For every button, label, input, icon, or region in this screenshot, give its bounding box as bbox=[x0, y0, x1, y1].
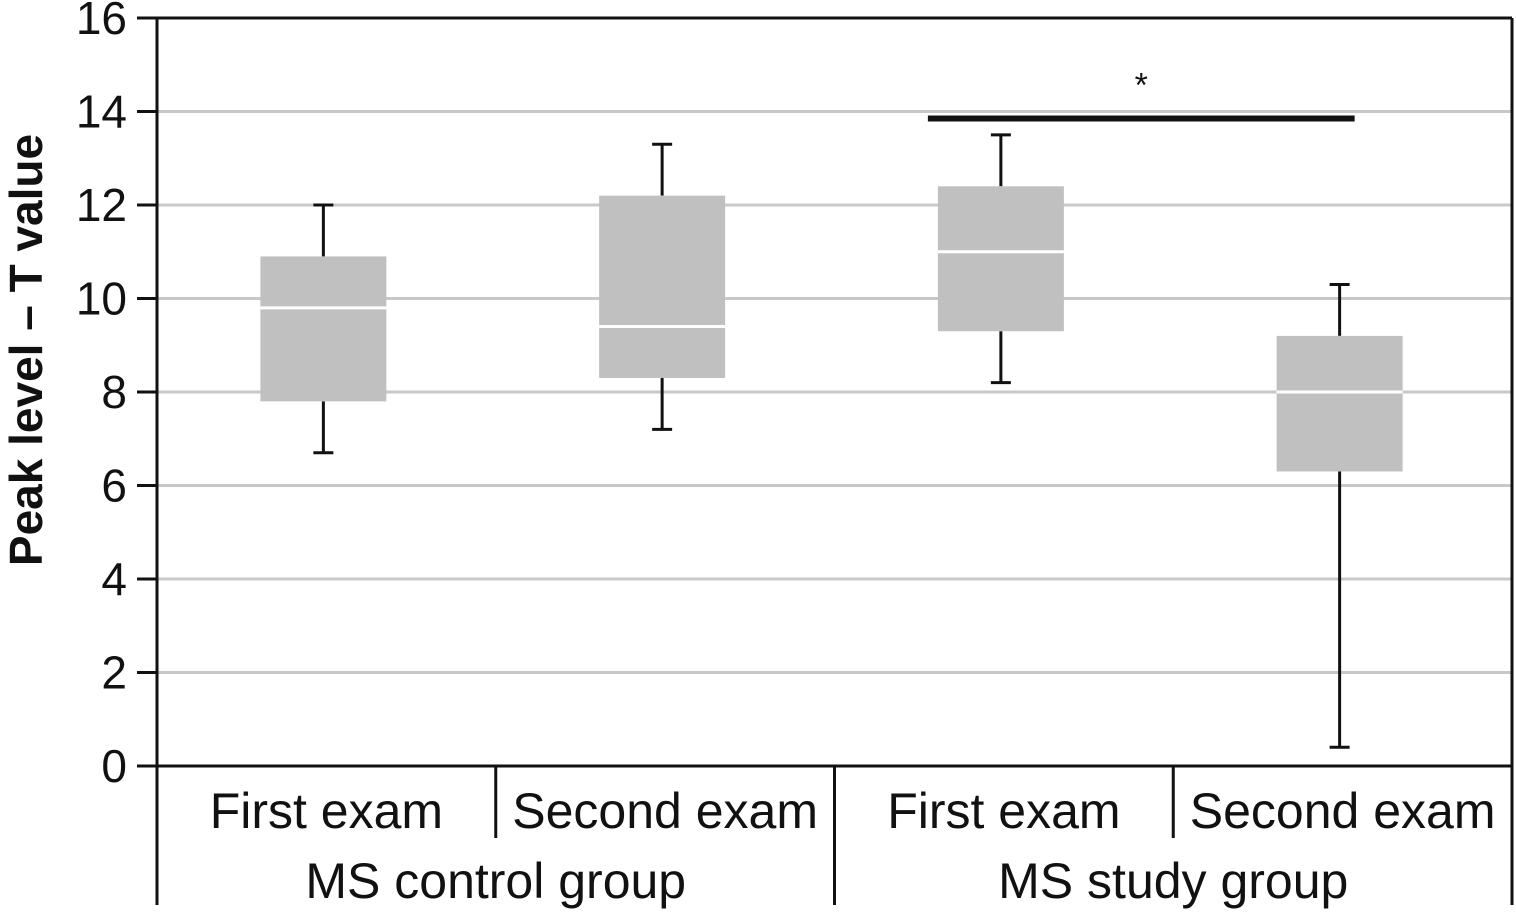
category-label-4: Second exam bbox=[1190, 783, 1496, 839]
category-label-3: First exam bbox=[887, 783, 1120, 839]
ytick-label-0: 0 bbox=[101, 740, 127, 792]
group-label-1: MS control group bbox=[305, 853, 686, 909]
category-label-2: Second exam bbox=[512, 783, 818, 839]
box-iqr bbox=[937, 186, 1064, 332]
box-3 bbox=[937, 133, 1064, 385]
ytick-label-14: 14 bbox=[76, 86, 127, 138]
box-iqr bbox=[1276, 335, 1403, 472]
ytick-label-2: 2 bbox=[101, 647, 127, 699]
box-iqr bbox=[599, 195, 726, 378]
ytick-label-16: 16 bbox=[76, 0, 127, 44]
ytick-label-8: 8 bbox=[101, 366, 127, 418]
box-1 bbox=[260, 203, 387, 455]
box-iqr bbox=[260, 256, 387, 402]
x-axis-categories: First exam Second exam First exam Second ex… bbox=[210, 783, 1496, 909]
category-label-1: First exam bbox=[210, 783, 443, 839]
box-4 bbox=[1276, 282, 1403, 749]
significance-marker-1: * bbox=[1135, 67, 1148, 105]
annotations: * bbox=[927, 67, 1355, 122]
ytick-label-10: 10 bbox=[76, 273, 127, 325]
y-axis-title: Peak level – T value bbox=[0, 134, 52, 566]
plot-frame bbox=[155, 16, 1514, 905]
ytick-label-12: 12 bbox=[76, 179, 127, 231]
y-axis-ticks: 0 2 4 6 8 10 12 14 16 bbox=[76, 0, 157, 792]
boxes bbox=[260, 133, 1403, 749]
ytick-label-4: 4 bbox=[101, 553, 127, 605]
box-2 bbox=[599, 142, 726, 431]
group-label-2: MS study group bbox=[998, 853, 1348, 909]
ytick-label-6: 6 bbox=[101, 460, 127, 512]
